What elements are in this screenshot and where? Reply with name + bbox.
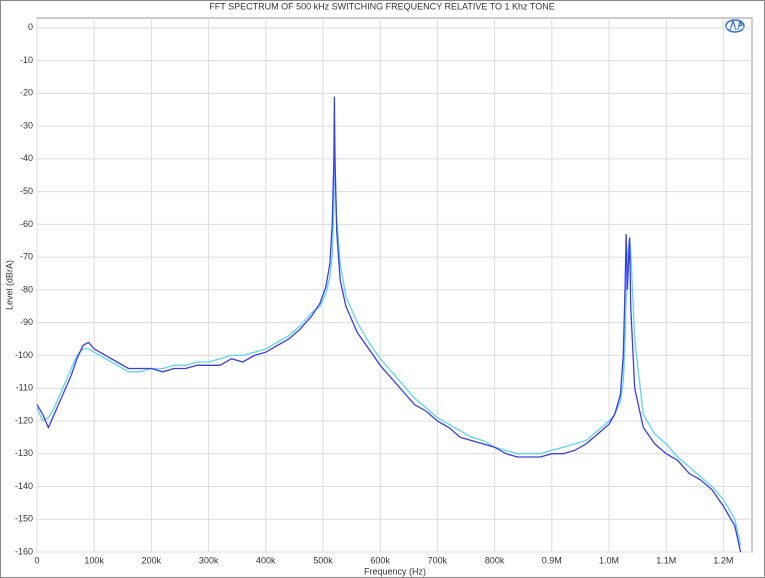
y-tick-label: -120 [15,415,33,425]
y-tick-label: -160 [15,546,33,556]
y-tick-label: -90 [20,317,33,327]
x-tick-label: 700k [428,555,448,565]
plot-area [36,17,753,553]
x-tick-label: 500k [313,555,333,565]
y-tick-label: 0 [28,22,33,32]
x-tick-label: 1.0M [599,555,619,565]
y-tick-label: -140 [15,481,33,491]
x-tick-label: 1.2M [713,555,733,565]
y-axis-title: Level (dBrA) [4,260,14,310]
y-tick-label: -10 [20,55,33,65]
y-tick-label: -100 [15,350,33,360]
series-line [36,96,742,553]
x-tick-label: 200k [142,555,162,565]
x-tick-label: 800k [485,555,505,565]
x-tick-label: 600k [370,555,390,565]
y-tick-label: -80 [20,284,33,294]
x-tick-label: 0 [34,555,39,565]
x-tick-label: 0.9M [542,555,562,565]
x-tick-label: 300k [199,555,219,565]
x-tick-label: 100k [84,555,104,565]
x-tick-label: 1.1M [656,555,676,565]
chart-title: FFT SPECTRUM OF 500 kHz SWITCHING FREQUE… [209,1,554,11]
y-tick-label: -20 [20,88,33,98]
x-tick-label: 400k [256,555,276,565]
y-tick-label: -60 [20,219,33,229]
y-tick-label: -40 [20,153,33,163]
x-axis-title: Frequency (Hz) [364,566,426,576]
y-tick-label: -50 [20,186,33,196]
y-tick-label: -30 [20,120,33,130]
y-tick-label: -150 [15,514,33,524]
y-tick-label: -70 [20,252,33,262]
y-tick-label: -110 [16,383,33,393]
y-tick-label: -130 [15,448,33,458]
logo [725,18,745,33]
